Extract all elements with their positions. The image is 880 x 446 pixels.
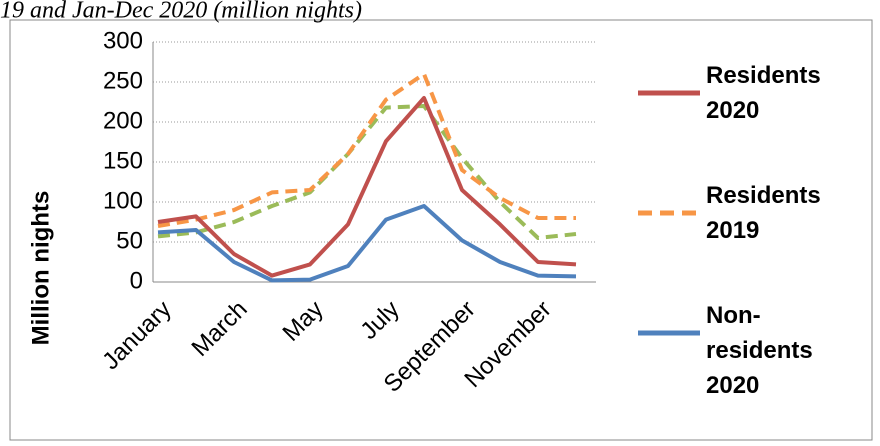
series-line: [157, 104, 577, 240]
y-tick-label: 100: [103, 187, 143, 214]
y-tick-label: 250: [103, 67, 143, 94]
legend-entry: Residents 2019: [636, 178, 876, 248]
legend-swatch: [638, 90, 700, 96]
y-axis-label: Million nights: [27, 191, 54, 346]
legend-swatch: [638, 330, 700, 336]
y-tick-label: 300: [103, 27, 143, 54]
series-line: [157, 204, 577, 283]
legend-entry: Non-residents 2020: [636, 298, 876, 403]
series-line: [157, 72, 576, 228]
y-tick-label: 150: [103, 147, 143, 174]
chart-title: 19 and Jan-Dec 2020 (million nights): [0, 0, 362, 24]
x-tick-label: March: [186, 296, 252, 362]
y-tick-label: 200: [103, 107, 143, 134]
y-tick-label: 50: [116, 227, 143, 254]
x-tick-label: January: [97, 296, 176, 375]
legend-label: Residents 2019: [706, 182, 821, 244]
legend-label: Residents 2020: [706, 62, 821, 124]
legend-label: Non-residents 2020: [706, 302, 813, 399]
x-tick-label: July: [355, 296, 404, 345]
chart-border: [9, 19, 873, 441]
x-tick-label: May: [278, 296, 329, 347]
legend-swatch: [638, 210, 700, 216]
y-tick-label: 0: [130, 267, 143, 294]
legend-entry: Residents 2020: [636, 58, 876, 128]
series-line: [157, 96, 577, 278]
